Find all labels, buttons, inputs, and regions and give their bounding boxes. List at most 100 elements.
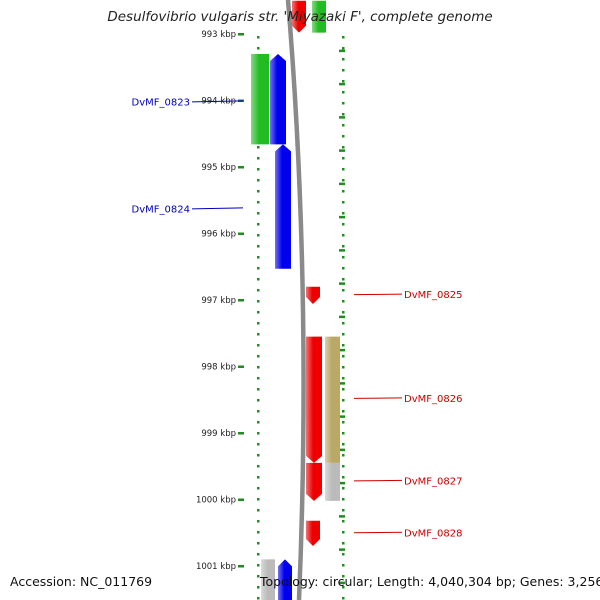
- scale-dot: [342, 267, 345, 270]
- accession-text: Accession: NC_011769: [10, 574, 153, 589]
- gene-label[interactable]: DvMF_0825: [404, 290, 462, 301]
- tick-label: 999 kbp: [201, 429, 236, 439]
- scale-dot: [257, 454, 260, 457]
- tick-mark-right: [339, 448, 345, 452]
- tick-mark-left: [238, 33, 244, 36]
- scale-dot: [342, 597, 345, 600]
- gene-feature-green[interactable]: [251, 53, 269, 145]
- scale-dot: [257, 190, 260, 193]
- tick-mark-right: [339, 382, 345, 385]
- scale-dot: [257, 476, 260, 479]
- scale-dot: [257, 520, 260, 523]
- scale-dot: [342, 553, 345, 556]
- scale-dot: [257, 157, 260, 160]
- gene-feature-olive[interactable]: [325, 336, 340, 463]
- gene-feature-dvmf-0827[interactable]: [306, 462, 322, 501]
- scale-dot: [342, 344, 345, 347]
- scale-dot: [342, 564, 345, 567]
- scale-dot: [342, 47, 345, 50]
- label-leader-line: [353, 397, 403, 399]
- scale-dot: [257, 542, 260, 545]
- scale-dot: [257, 366, 260, 369]
- scale-dot: [342, 454, 345, 457]
- gene-feature-bottom-blue[interactable]: [278, 559, 292, 600]
- gene-feature-top-green[interactable]: [312, 0, 326, 33]
- label-leader-line: [191, 207, 244, 210]
- scale-dot: [342, 135, 345, 138]
- gene-feature-top-red[interactable]: [292, 0, 306, 33]
- tick-mark-left: [238, 299, 244, 302]
- scale-dot: [257, 212, 260, 215]
- tick-label: 1001 kbp: [196, 562, 236, 572]
- gene-feature-dvmf-0823[interactable]: [270, 53, 286, 145]
- scale-dot: [342, 432, 345, 435]
- scale-dot: [342, 377, 345, 380]
- tick-mark-left: [238, 365, 244, 368]
- scale-dot: [342, 465, 345, 468]
- scale-dot: [257, 322, 260, 325]
- scale-dot: [257, 388, 260, 391]
- scale-dot: [342, 289, 345, 292]
- tick-mark-right: [339, 82, 345, 86]
- gene-feature-dvmf-0824[interactable]: [275, 144, 291, 269]
- gene-label[interactable]: DvMF_0823: [132, 97, 190, 108]
- scale-dot: [342, 201, 345, 204]
- scale-dot: [257, 355, 260, 358]
- tick-mark-right: [339, 348, 345, 352]
- scale-dot: [342, 256, 345, 259]
- scale-dot: [342, 586, 345, 589]
- scale-dot: [342, 509, 345, 512]
- scale-dot: [257, 300, 260, 303]
- scale-dot: [342, 498, 345, 501]
- scale-dot: [257, 146, 260, 149]
- gene-label[interactable]: DvMF_0827: [404, 476, 462, 487]
- gene-feature-dvmf-0828[interactable]: [306, 520, 320, 547]
- gene-feature-bottom-gray[interactable]: [261, 559, 275, 600]
- tick-mark-left: [238, 432, 244, 435]
- tick-mark-left: [238, 166, 244, 169]
- scale-dot: [342, 278, 345, 281]
- gene-feature-dvmf-0825[interactable]: [306, 286, 320, 304]
- gene-feature-gray[interactable]: [325, 462, 340, 501]
- scale-dot: [342, 520, 345, 523]
- label-leader-line: [353, 531, 403, 534]
- scale-dot: [257, 443, 260, 446]
- scale-dot: [257, 47, 260, 50]
- scale-dot: [257, 278, 260, 281]
- scale-dot: [342, 69, 345, 72]
- gene-label[interactable]: DvMF_0824: [132, 204, 190, 215]
- gene-labels: DvMF_0823 DvMF_0824 DvMF_0825 DvMF_0826 DvMF…: [132, 97, 463, 539]
- scale-dot: [257, 234, 260, 237]
- scale-dot: [342, 212, 345, 215]
- scale-dot: [342, 168, 345, 171]
- scale-dot: [257, 432, 260, 435]
- scale-dot: [342, 157, 345, 160]
- tick-label: 998 kbp: [201, 363, 236, 373]
- label-leader-line: [191, 100, 244, 103]
- scale-dot: [257, 421, 260, 424]
- scale-dot: [342, 102, 345, 105]
- scale-dot: [257, 377, 260, 380]
- scale-dot: [342, 234, 345, 237]
- scale-dot: [342, 245, 345, 248]
- gene-label[interactable]: DvMF_0828: [404, 528, 462, 539]
- scale-dot: [257, 168, 260, 171]
- scale-dot: [342, 124, 345, 127]
- gene-feature-dvmf-0826[interactable]: [306, 336, 322, 463]
- scale-dot: [257, 344, 260, 347]
- gene-label[interactable]: DvMF_0826: [404, 394, 462, 405]
- tick-mark-right: [339, 581, 345, 585]
- scale-dot: [342, 223, 345, 226]
- tick-mark-right: [339, 49, 345, 53]
- scale-dot: [342, 366, 345, 369]
- genome-backbone-arc: [285, 0, 306, 600]
- scale-dot: [342, 113, 345, 116]
- scale-dot: [342, 421, 345, 424]
- label-leader-line: [353, 479, 403, 482]
- tick-mark-right: [339, 315, 345, 319]
- scale-dot: [257, 531, 260, 534]
- scale-dot: [257, 333, 260, 336]
- scale-dot: [342, 322, 345, 325]
- tick-mark-right: [339, 515, 345, 518]
